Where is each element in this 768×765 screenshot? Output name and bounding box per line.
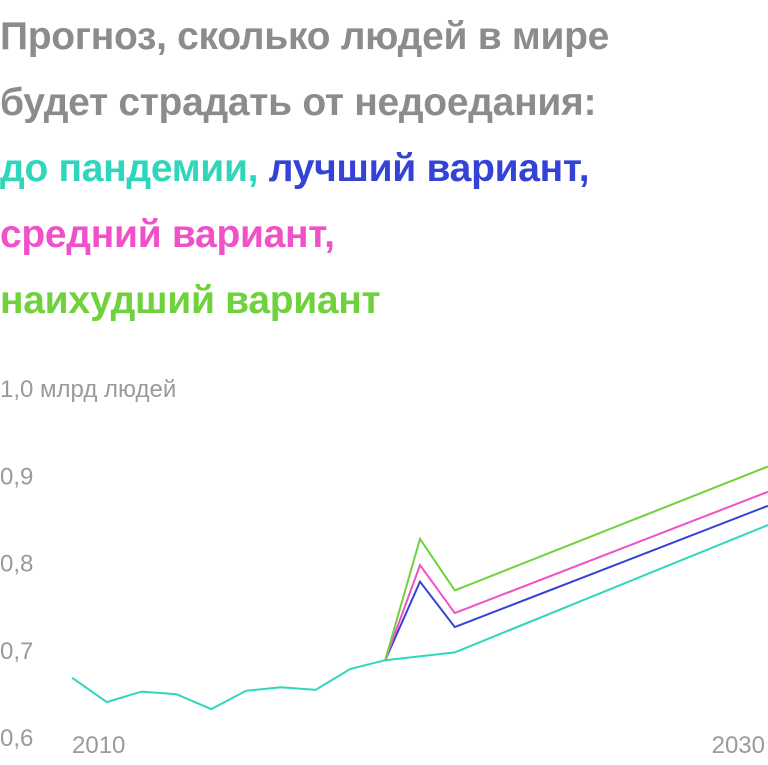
line-chart: 0,6 0,7 0,8 0,9 1,0 млрд людей 2010 2030 [0,376,768,759]
series-line-2 [384,504,768,661]
series-line-1 [71,524,768,711]
y-tick-label: 1,0 млрд людей [0,376,176,403]
series-line-4 [384,465,768,661]
title-text-2: будет страдать от недоедания: [0,81,597,124]
y-axis-ticks: 0,6 0,7 0,8 0,9 1,0 млрд людей [0,376,176,752]
title-text-1: Прогноз, сколько людей в мире [0,15,610,58]
series-lines [71,465,768,711]
x-tick-label: 2030 [712,732,765,759]
title-line-5: наихудший вариант [0,268,768,334]
x-axis-ticks: 2010 2030 [72,732,765,759]
y-tick-label: 0,7 [0,638,33,665]
chart-title: Прогноз, сколько людей в мире будет стра… [0,4,768,334]
legend-middle-case: средний вариант, [0,213,335,256]
title-line-4: средний вариант, [0,202,768,268]
y-tick-label: 0,6 [0,725,33,752]
y-tick-label: 0,9 [0,463,33,490]
series-line-3 [384,490,768,661]
legend-pre-pandemic: до пандемии, [0,147,259,190]
title-line-3: до пандемии, лучший вариант, [0,136,768,202]
title-line-2: будет страдать от недоедания: [0,70,768,136]
x-tick-label: 2010 [72,732,125,759]
legend-worst-case: наихудший вариант [0,279,381,322]
legend-best-case: лучший вариант, [268,147,590,190]
y-tick-label: 0,8 [0,551,33,578]
title-line-1: Прогноз, сколько людей в мире [0,4,768,70]
